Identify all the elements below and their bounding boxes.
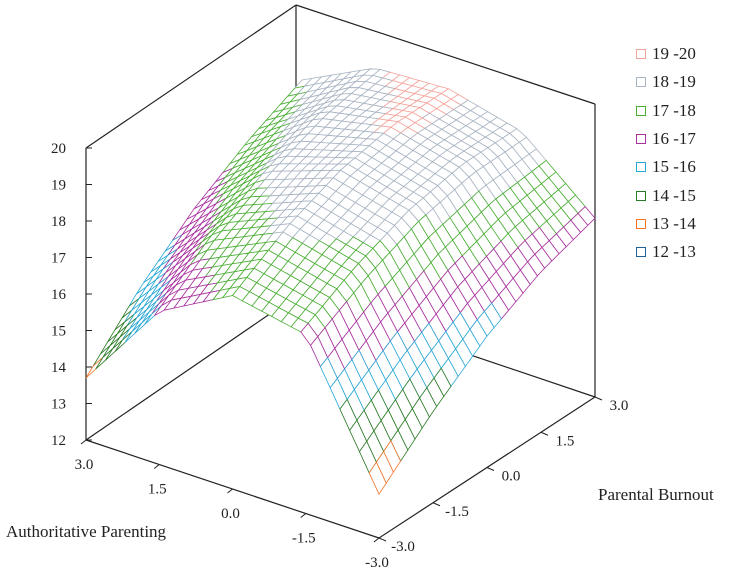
x-tick-mark (373, 537, 380, 543)
x-tick-label: 3.0 (75, 457, 94, 473)
surface-mesh (85, 68, 596, 496)
legend-label: 12 -13 (652, 242, 696, 262)
legend-swatch (636, 218, 646, 229)
top-back-right-edge (295, 4, 596, 105)
legend-label: 15 -16 (652, 157, 696, 177)
x-tick-label: 1.5 (148, 482, 167, 498)
surface-cell (85, 357, 104, 379)
z-tick-label: 19 (51, 178, 66, 194)
legend-label: 19 -20 (652, 44, 696, 64)
legend-label: 16 -17 (652, 129, 696, 149)
surface-cell (368, 461, 387, 496)
legend-item: 19 -20 (636, 40, 696, 68)
y-tick-label: -1.5 (445, 504, 469, 520)
axis-ticks: 20 19 18 17 16 15 14 13 12 3.0 1.5 0.0 -1.5 -3.0 3.0 1.… (51, 141, 628, 571)
legend-swatch (636, 105, 646, 116)
x-tick-label: -1.5 (292, 531, 316, 547)
y-tick-label: 1.5 (556, 433, 575, 449)
legend-item: 12 -13 (636, 238, 696, 266)
legend-swatch (636, 247, 646, 258)
legend-label: 13 -14 (652, 213, 696, 233)
y-tick-mark (432, 502, 441, 507)
y-tick-label: 0.0 (502, 469, 521, 485)
x-tick-mark (153, 464, 160, 469)
z-tick-label: 18 (51, 214, 66, 230)
legend-label: 17 -18 (652, 100, 696, 120)
z-tick-label: 13 (51, 397, 66, 413)
legend: 19 -20 18 -19 17 -18 16 -17 15 -16 14 -15 13 -… (636, 40, 696, 266)
legend-swatch (636, 77, 646, 88)
legend-item: 18 -19 (636, 68, 696, 96)
legend-item: 17 -18 (636, 97, 696, 125)
legend-item: 16 -17 (636, 125, 696, 153)
y-tick-mark (378, 537, 387, 542)
z-tick-label: 20 (51, 141, 66, 157)
x-axis-title: Authoritative Parenting (6, 522, 167, 541)
top-back-left-edge (85, 4, 297, 149)
x-tick-mark (80, 439, 87, 445)
legend-swatch (636, 162, 646, 173)
y-tick-mark (486, 467, 495, 471)
y-tick-label: -3.0 (391, 539, 415, 555)
z-tick-label: 17 (51, 251, 67, 267)
legend-swatch (636, 190, 646, 201)
x-tick-mark (300, 513, 307, 518)
x-tick-label: -3.0 (365, 555, 389, 571)
z-tick-label: 15 (51, 324, 66, 340)
legend-item: 14 -15 (636, 181, 696, 209)
legend-swatch (636, 134, 646, 145)
legend-label: 18 -19 (652, 72, 696, 92)
y-tick-mark (540, 431, 549, 436)
x-tick-label: 0.0 (221, 506, 240, 522)
legend-swatch (636, 49, 646, 60)
legend-item: 15 -16 (636, 153, 696, 181)
x-tick-mark (227, 488, 233, 494)
z-tick-label: 16 (51, 287, 67, 303)
z-tick-label: 14 (51, 360, 67, 376)
y-axis-title: Parental Burnout (598, 485, 714, 504)
y-tick-mark (594, 396, 603, 401)
y-tick-label: 3.0 (610, 398, 629, 414)
z-tick-label: 12 (51, 433, 66, 449)
legend-item: 13 -14 (636, 210, 696, 238)
legend-label: 14 -15 (652, 185, 696, 205)
back-floor-left (85, 295, 297, 441)
